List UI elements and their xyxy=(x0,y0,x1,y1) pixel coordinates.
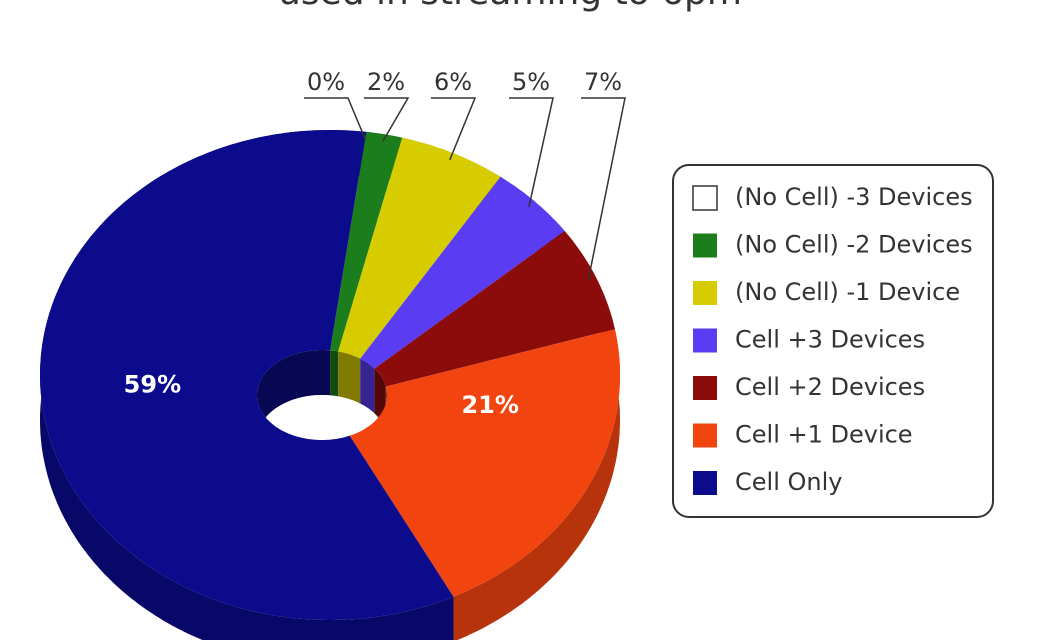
legend-label: Cell +1 Device xyxy=(735,421,913,449)
leader-line xyxy=(431,97,477,161)
leader-line xyxy=(581,97,626,281)
leader-line xyxy=(364,97,410,142)
legend-swatch xyxy=(693,328,717,353)
legend-label: (No Cell) -1 Device xyxy=(735,278,960,306)
slice xyxy=(360,176,565,369)
slice xyxy=(330,131,403,352)
slice xyxy=(374,231,615,387)
data-label: 2% xyxy=(367,68,405,96)
slice xyxy=(40,130,454,620)
slice-inner-wall xyxy=(330,350,339,397)
slice-inner-wall xyxy=(360,358,375,414)
legend-box xyxy=(672,164,994,518)
slice xyxy=(349,329,620,597)
legend-swatch xyxy=(693,281,717,305)
legend-swatch xyxy=(693,471,717,495)
legend-label: (No Cell) -2 Devices xyxy=(735,231,973,259)
legend-label: (No Cell) -3 Devices xyxy=(735,183,973,211)
pie: 0% 2% 6% 5% 7% 21% 59% xyxy=(40,68,626,640)
slice xyxy=(338,137,501,359)
slice-side xyxy=(453,329,620,640)
leader-line xyxy=(509,97,554,208)
legend-swatch xyxy=(692,185,718,211)
legend: (No Cell) -3 Devices (No Cell) -2 Devices… xyxy=(692,183,973,496)
data-label: 5% xyxy=(512,68,550,96)
legend-swatch xyxy=(693,233,717,258)
data-label: 0% xyxy=(307,68,345,96)
legend-swatch xyxy=(693,423,717,448)
data-label: 7% xyxy=(584,68,622,96)
legend-label: Cell +2 Devices xyxy=(735,373,925,401)
legend-label: Cell Only xyxy=(735,468,842,496)
data-label: 21% xyxy=(461,391,518,419)
leader-line xyxy=(304,97,366,140)
slice-inner-wall xyxy=(338,351,361,404)
data-label: 6% xyxy=(434,68,472,96)
chart-title: used in streaming to 6pm xyxy=(278,0,742,13)
legend-label: Cell +3 Devices xyxy=(735,326,925,354)
legend-swatch xyxy=(693,376,717,400)
data-label: 59% xyxy=(124,371,181,399)
